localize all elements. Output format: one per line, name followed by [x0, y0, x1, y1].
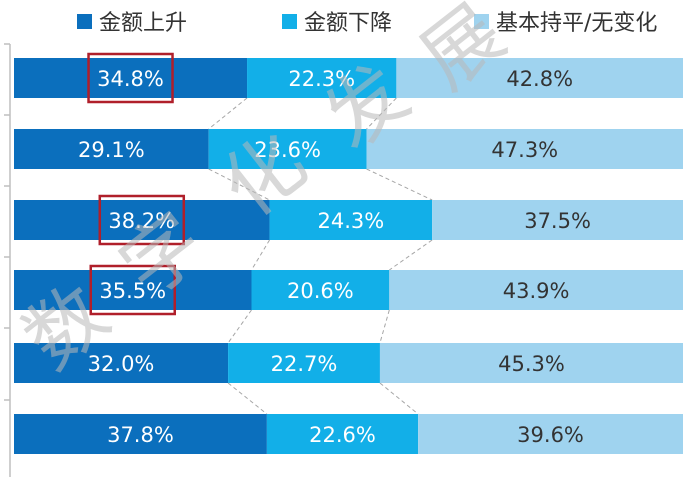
data-label-r4-s1: 22.7%: [271, 352, 338, 376]
connector-line: [389, 239, 433, 271]
data-label-r0-s1: 22.3%: [288, 67, 355, 91]
connector-line: [366, 97, 397, 130]
legend-swatch-1: [282, 14, 297, 29]
data-labels: 34.8% 22.3% 42.8% 29.1% 23.6% 47.3% 38.2% 24.3%…: [78, 67, 591, 447]
data-label-r5-s2: 39.6%: [517, 423, 584, 447]
bar-segment-r0-s1: [247, 58, 397, 98]
bar-segment-r5-s2: [418, 414, 683, 454]
connector-line: [227, 309, 252, 344]
data-label-r4-s2: 45.3%: [498, 352, 565, 376]
bar-segment-r4-s2: [379, 343, 683, 383]
data-label-r5-s1: 22.6%: [309, 423, 376, 447]
category-axis: [4, 43, 11, 477]
connector-line: [227, 382, 268, 415]
bar-segment-r5-s1: [266, 414, 419, 454]
bar-segment-r2-s2: [432, 200, 683, 240]
bar-segment-r1-s1: [208, 129, 367, 169]
bar-segment-r3-s1: [251, 270, 390, 310]
connector-line: [366, 168, 433, 201]
data-label-r3-s1: 20.6%: [287, 279, 354, 303]
data-label-r3-s2: 43.9%: [503, 279, 570, 303]
bar-segment-r3-s0: [14, 270, 252, 310]
highlight-box-r3: [89, 264, 176, 316]
bar-segment-r0-s2: [396, 58, 683, 98]
bars: [14, 58, 683, 454]
data-label-r4-s0: 32.0%: [88, 352, 155, 376]
data-label-r1-s1: 23.6%: [254, 138, 321, 162]
data-label-r0-s0: 34.8%: [97, 67, 164, 91]
bar-segment-r0-s0: [14, 58, 248, 98]
data-label-r5-s0: 37.8%: [107, 423, 174, 447]
data-label-r2-s2: 37.5%: [524, 209, 591, 233]
bar-segment-r4-s1: [228, 343, 380, 383]
bar-segment-r3-s2: [389, 270, 683, 310]
legend-label-1: 金额下降: [304, 11, 392, 36]
legend: 金额上升 金额下降 基本持平/无变化: [77, 11, 657, 36]
bar-segment-r5-s0: [14, 414, 267, 454]
data-label-r2-s1: 24.3%: [317, 209, 384, 233]
bar-segment-r2-s0: [14, 200, 270, 240]
bar-segment-r1-s0: [14, 129, 209, 169]
data-label-r2-s0: 38.2%: [108, 209, 175, 233]
data-label-r1-s2: 47.3%: [491, 138, 558, 162]
legend-swatch-0: [77, 14, 92, 29]
bar-segment-r2-s1: [269, 200, 433, 240]
connector-line: [379, 309, 390, 344]
legend-label-0: 金额上升: [99, 11, 187, 36]
bar-segment-r4-s0: [14, 343, 229, 383]
highlight-box-r0: [87, 52, 174, 104]
legend-swatch-2: [474, 14, 489, 29]
connector-line: [208, 97, 248, 130]
data-label-r0-s2: 42.8%: [506, 67, 573, 91]
highlight-box-r2: [98, 194, 186, 246]
connector-line: [251, 239, 270, 271]
highlight-boxes: [87, 52, 186, 316]
data-label-r1-s0: 29.1%: [78, 138, 145, 162]
data-label-r3-s0: 35.5%: [99, 279, 166, 303]
bar-segment-r1-s2: [366, 129, 683, 169]
connector-line: [379, 382, 419, 415]
connector-line: [208, 168, 270, 201]
legend-label-2: 基本持平/无变化: [496, 11, 657, 36]
connector-lines: [208, 97, 433, 415]
